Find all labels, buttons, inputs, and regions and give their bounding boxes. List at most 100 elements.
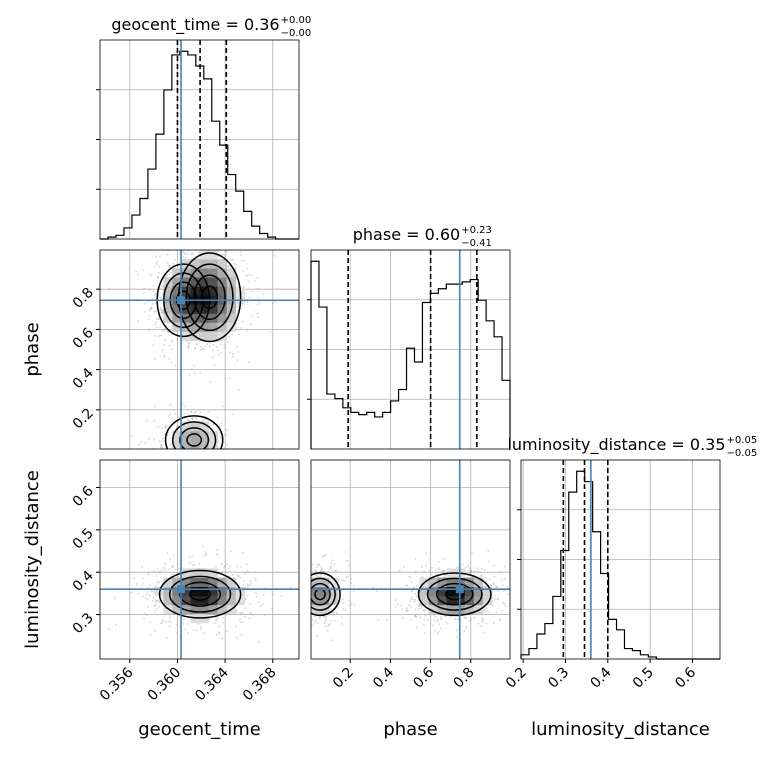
sample-point: [203, 450, 205, 452]
sample-point: [304, 589, 306, 591]
density-cell: [199, 439, 209, 449]
density-cell: [199, 304, 209, 314]
sample-point: [234, 241, 236, 243]
density-cell: [208, 331, 218, 341]
sample-point: [256, 312, 259, 315]
sample-point: [156, 261, 159, 264]
sample-point: [338, 577, 341, 580]
contour-line: [426, 577, 483, 611]
sample-point: [315, 575, 318, 578]
sample-point: [171, 573, 174, 576]
density-cell: [208, 604, 218, 615]
sample-point: [221, 253, 224, 256]
y-tick-label: 0.8: [70, 285, 97, 312]
sample-point: [168, 620, 171, 623]
sample-point: [198, 562, 201, 565]
sample-point: [491, 596, 494, 599]
sample-point: [201, 419, 204, 422]
sample-point: [213, 622, 216, 625]
sample-point: [240, 634, 243, 637]
sample-point: [165, 424, 168, 427]
sample-point: [414, 571, 417, 574]
panel-title: phase = 0.60: [353, 225, 460, 244]
sample-point: [304, 601, 306, 603]
sample-point: [489, 584, 492, 587]
sample-point: [305, 602, 307, 604]
sample-point: [130, 591, 133, 594]
sample-point: [161, 285, 164, 288]
sample-point: [500, 571, 503, 574]
sample-point: [346, 559, 349, 562]
sample-point: [308, 608, 310, 610]
density-cell: [163, 586, 173, 597]
sample-point: [320, 573, 323, 576]
sample-point: [324, 618, 327, 621]
sample-point: [329, 567, 332, 570]
x-axis-label: phase: [383, 719, 437, 740]
sample-point: [306, 576, 308, 578]
sample-point: [155, 292, 158, 295]
sample-point: [280, 594, 283, 597]
sample-point: [158, 335, 161, 338]
sample-point: [162, 619, 165, 622]
sample-point: [161, 329, 164, 332]
sample-point: [186, 632, 189, 635]
sample-point: [242, 269, 245, 272]
sample-point: [348, 564, 351, 567]
sample-point: [141, 584, 144, 587]
sample-point: [199, 348, 202, 351]
sample-point: [144, 441, 147, 444]
sample-point: [221, 637, 224, 640]
sample-point: [244, 273, 247, 276]
sample-point: [192, 564, 195, 567]
sample-point: [163, 329, 166, 332]
sample-point: [246, 267, 249, 270]
sample-point: [420, 607, 423, 610]
sample-point: [409, 575, 412, 578]
sample-point: [176, 415, 179, 418]
sample-point: [344, 608, 347, 611]
sample-point: [153, 358, 156, 361]
sample-point: [137, 592, 140, 595]
sample-point: [469, 570, 472, 573]
sample-point: [153, 605, 156, 608]
density-cell: [163, 595, 173, 606]
sample-point: [195, 416, 198, 419]
sample-point: [193, 372, 196, 375]
density-cell: [329, 577, 339, 588]
sample-point: [348, 599, 351, 602]
sample-point: [250, 290, 253, 293]
sample-point: [168, 357, 171, 360]
sample-point: [426, 619, 429, 622]
sample-point: [217, 631, 220, 634]
sample-point: [247, 585, 250, 588]
sample-point: [159, 446, 162, 449]
sample-point: [504, 577, 507, 580]
sample-point: [237, 333, 240, 336]
sample-point: [228, 335, 231, 338]
sample-point: [464, 617, 467, 620]
sample-point: [149, 307, 152, 310]
sample-point: [174, 568, 177, 571]
sample-point: [322, 569, 325, 572]
density-cell: [226, 322, 237, 332]
sample-point: [169, 412, 172, 415]
sample-point: [146, 591, 149, 594]
sample-point: [421, 566, 424, 569]
contour-line: [171, 421, 217, 449]
sample-point: [418, 604, 421, 607]
sample-point: [441, 617, 444, 620]
sample-point: [246, 275, 249, 278]
sample-point: [434, 615, 437, 618]
sample-point: [194, 246, 196, 248]
density-cell: [226, 313, 237, 323]
sample-point: [215, 466, 217, 468]
sample-point: [307, 597, 309, 599]
density-cell: [190, 259, 200, 269]
sample-point: [240, 229, 242, 231]
sample-point: [145, 419, 148, 422]
sample-point: [160, 297, 163, 300]
sample-point: [235, 610, 238, 613]
sample-point: [208, 240, 210, 242]
density-cell: [208, 439, 218, 449]
